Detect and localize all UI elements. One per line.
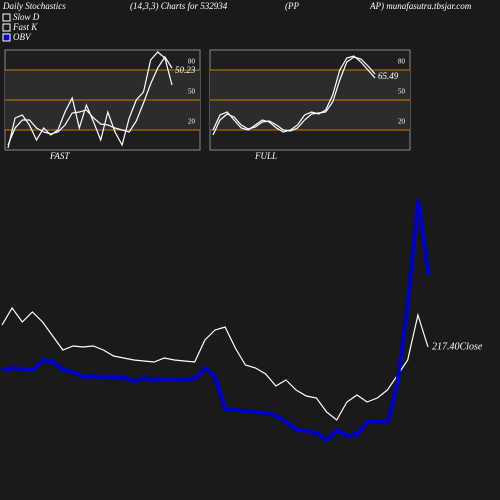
legend-swatch [2,23,11,32]
line [7,51,173,149]
panel-title: FAST [49,151,70,161]
y-tick-label: 80 [188,58,196,66]
legend-swatch [2,33,11,42]
y-tick-label: 20 [188,118,196,126]
panel-title: FULL [254,151,277,161]
y-tick-label: 20 [398,118,406,126]
header-title: Daily Stochastics [2,1,66,11]
line [212,56,376,136]
value-label: 65.49 [378,71,399,81]
value-label: 50.23 [175,65,196,75]
legend-swatch [2,13,11,22]
legend-entry: Slow D [13,12,40,22]
y-tick-label: 50 [398,88,406,96]
y-tick-label: 80 [398,58,406,66]
line [1,199,430,443]
header-site: AP) munafasutra.tbsjar.com [369,1,472,11]
legend-entry: Fast K [12,22,38,32]
header-part: (PP [285,1,299,11]
legend-entry: OBV [13,32,32,42]
line [1,306,429,421]
close-label: 217.40Close [432,341,483,352]
header-subtitle: (14,3,3) Charts for 532934 [130,1,228,11]
line [212,55,376,133]
y-tick-label: 50 [188,88,196,96]
